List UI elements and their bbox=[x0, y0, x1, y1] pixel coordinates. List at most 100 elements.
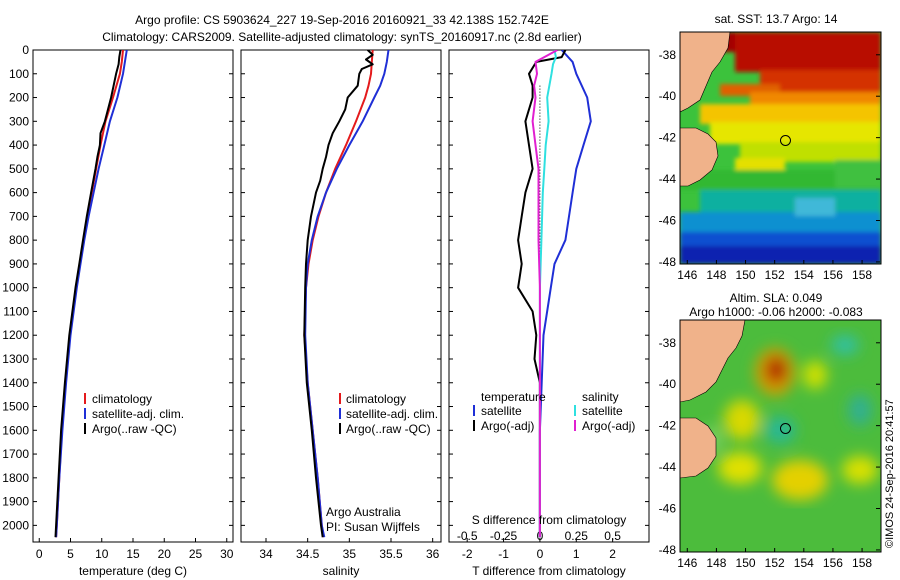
x-tick-label: 34.5 bbox=[296, 547, 320, 561]
australia-coast-sla bbox=[680, 320, 746, 403]
x-tick-label: 35.5 bbox=[379, 547, 403, 561]
temperature-plot-frame bbox=[32, 49, 234, 543]
legend-label-argo: Argo(..raw -QC) bbox=[346, 422, 431, 436]
depth-tick-label: 200 bbox=[9, 91, 29, 105]
lon-tick-label: 154 bbox=[794, 556, 814, 570]
t-difference-axis-ticks: -2 -1 0 1 2 bbox=[462, 538, 616, 561]
x-tick-label: -1 bbox=[498, 547, 509, 561]
salinity-legend: climatology satellite-adj. clim. Argo(..… bbox=[339, 392, 438, 436]
t-difference-axis-label: T difference from climatology bbox=[472, 564, 626, 578]
difference-depth-ticks bbox=[449, 49, 649, 526]
x-tick-label: 36 bbox=[426, 547, 440, 561]
imos-watermark: ©IMOS 24-Sep-2016 20:41:57 bbox=[884, 399, 896, 548]
x-tick-label: 34 bbox=[259, 547, 273, 561]
legend-label-argo: Argo(..raw -QC) bbox=[92, 422, 177, 436]
top-tick-label: -0.25 bbox=[490, 529, 518, 543]
series-line-argo-raw-qc bbox=[54, 50, 122, 538]
lat-tick-label: -40 bbox=[659, 89, 677, 103]
x-tick-label: 0 bbox=[537, 547, 544, 561]
x-tick-label: -2 bbox=[462, 547, 473, 561]
lon-tick-label: 148 bbox=[706, 556, 726, 570]
x-tick-label: 10 bbox=[95, 547, 109, 561]
credit-line1: Argo Australia bbox=[326, 505, 401, 519]
series-line-argo-raw-qc bbox=[303, 50, 374, 538]
lat-tick-label: -44 bbox=[659, 460, 677, 474]
depth-tick-label: 1900 bbox=[2, 495, 29, 509]
sst-map-lat-ticks: -38 -40 -42 -44 -46 -48 bbox=[659, 48, 880, 269]
lat-tick-label: -38 bbox=[659, 48, 677, 62]
s-difference-axis-ticks: -0.5 -0.25 0 0.25 0.5 bbox=[457, 529, 621, 543]
sst-map-lon-ticks: 146 148 150 152 154 156 158 bbox=[677, 260, 872, 282]
sst-map-title: sat. SST: 13.7 Argo: 14 bbox=[715, 12, 838, 26]
legend-title-temperature: temperature bbox=[481, 390, 546, 404]
depth-tick-label: 800 bbox=[9, 233, 29, 247]
x-tick-label: 35 bbox=[343, 547, 357, 561]
depth-tick-label: 1200 bbox=[2, 328, 29, 342]
depth-axis-ticks: 0 100 200 300 400 500 600 700 800 900 1000 1100 1200… bbox=[2, 43, 233, 532]
depth-tick-label: 1400 bbox=[2, 376, 29, 390]
temperature-axis-label: temperature (deg C) bbox=[79, 564, 187, 578]
lon-tick-label: 152 bbox=[765, 556, 785, 570]
tasmania-coast bbox=[680, 127, 719, 187]
series-line-salinity-argo-adj bbox=[531, 50, 558, 538]
depth-tick-label: 1100 bbox=[3, 304, 29, 318]
difference-profiles bbox=[517, 50, 592, 538]
top-tick-label: 0.25 bbox=[565, 529, 589, 543]
x-tick-label: 25 bbox=[189, 547, 203, 561]
depth-tick-label: 1700 bbox=[2, 447, 29, 461]
difference-legend: temperature satellite Argo(-adj) salinit… bbox=[473, 390, 635, 433]
top-tick-label: 0.5 bbox=[604, 529, 621, 543]
sla-map: Altim. SLA: 0.049 Argo h1000: -0.06 h200… bbox=[659, 291, 882, 570]
depth-tick-label: 1300 bbox=[2, 352, 29, 366]
x-tick-label: 20 bbox=[158, 547, 172, 561]
depth-tick-label: 0 bbox=[22, 43, 29, 57]
x-tick-label: 15 bbox=[126, 547, 140, 561]
salinity-axis-label: salinity bbox=[323, 564, 360, 578]
lon-tick-label: 158 bbox=[852, 268, 872, 282]
lon-tick-label: 152 bbox=[765, 268, 785, 282]
temperature-profiles bbox=[54, 50, 128, 538]
figure-title-line1: Argo profile: CS 5903624_227 19-Sep-2016… bbox=[135, 13, 549, 27]
x-tick-label: 2 bbox=[609, 547, 616, 561]
depth-tick-label: 400 bbox=[9, 138, 29, 152]
lon-tick-label: 154 bbox=[794, 268, 814, 282]
x-tick-label: 30 bbox=[220, 547, 234, 561]
legend-label-climatology: climatology bbox=[92, 392, 152, 406]
sst-map-frame bbox=[679, 31, 882, 265]
sla-map-lon-ticks: 146 148 150 152 154 156 158 bbox=[677, 548, 872, 570]
s-difference-axis-label: S difference from climatology bbox=[472, 513, 627, 527]
lon-tick-label: 158 bbox=[852, 556, 872, 570]
lat-tick-label: -42 bbox=[659, 131, 677, 145]
legend-title-salinity: salinity bbox=[582, 390, 619, 404]
top-tick-label: -0.5 bbox=[457, 529, 478, 543]
lon-tick-label: 150 bbox=[736, 268, 756, 282]
depth-tick-label: 700 bbox=[9, 209, 29, 223]
depth-tick-label: 500 bbox=[9, 162, 29, 176]
depth-tick-label: 1800 bbox=[2, 471, 29, 485]
salinity-panel: 34 34.5 35 35.5 36 salinity climatology sate… bbox=[240, 49, 442, 578]
temperature-panel: 0100200300400500600700800900100011001200… bbox=[2, 43, 233, 578]
salinity-depth-ticks bbox=[241, 49, 441, 526]
lat-tick-label: -44 bbox=[659, 172, 677, 186]
lon-tick-label: 148 bbox=[706, 268, 726, 282]
lat-tick-label: -48 bbox=[659, 543, 677, 557]
sla-map-title-line2: Argo h1000: -0.06 h2000: -0.083 bbox=[689, 305, 863, 319]
lon-tick-label: 150 bbox=[736, 556, 756, 570]
lat-tick-label: -46 bbox=[659, 502, 677, 516]
lon-tick-label: 156 bbox=[823, 556, 843, 570]
legend-label-satellite: satellite-adj. clim. bbox=[92, 407, 184, 421]
sst-map-field bbox=[680, 32, 881, 264]
legend-label-satellite: satellite-adj. clim. bbox=[346, 407, 438, 421]
figure-title-line2: Climatology: CARS2009. Satellite-adjuste… bbox=[102, 30, 582, 44]
sla-map-lat-ticks: -38 -40 -42 -44 -46 -48 bbox=[659, 336, 880, 557]
lat-tick-label: -40 bbox=[659, 377, 677, 391]
difference-panel: -2 -1 0 1 2 -0.5 -0.25 0 0.25 0.5 S difference f… bbox=[448, 49, 650, 578]
depth-tick-label: 900 bbox=[9, 257, 29, 271]
series-line-satellite-adj-clim bbox=[55, 50, 128, 538]
lat-tick-label: -38 bbox=[659, 336, 677, 350]
salinity-profiles bbox=[303, 50, 390, 538]
legend-label-sal-argo: Argo(-adj) bbox=[582, 419, 635, 433]
argo-float-marker bbox=[779, 135, 791, 147]
salinity-plot-frame bbox=[240, 49, 442, 543]
